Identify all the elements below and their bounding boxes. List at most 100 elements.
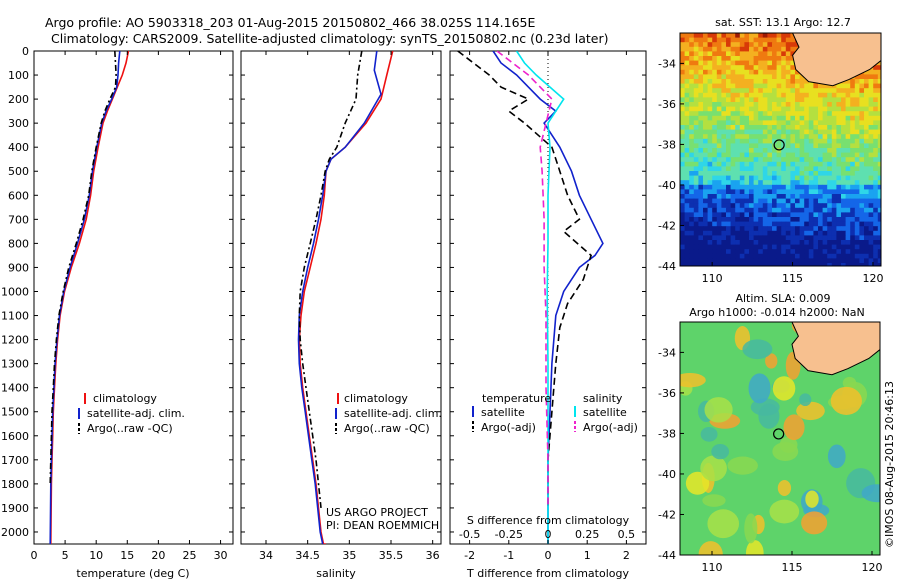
ytick-label: 1300 — [1, 358, 29, 371]
xtick-label: 34 — [259, 549, 273, 562]
ytick-label: 600 — [8, 189, 29, 202]
ytick-label: 700 — [8, 213, 29, 226]
xtick-top-label: 0 — [545, 528, 552, 541]
series-line-satellite — [49, 51, 121, 544]
xtick-label: 5 — [62, 549, 69, 562]
sst-map-field — [680, 33, 881, 266]
xtick-label: 25 — [182, 549, 196, 562]
ytick-label: 100 — [8, 69, 29, 82]
sla-map-panel: Altim. SLA: 0.009 Argo h1000: -0.014 h20… — [658, 292, 883, 574]
map-ytick-label: -38 — [658, 427, 676, 440]
sla-map-field — [680, 322, 880, 555]
ytick-label: 200 — [8, 93, 29, 106]
sst-map-panel: sat. SST: 13.1 Argo: 12.7 110 115 120 -34 -3… — [658, 16, 883, 285]
legend-label-t-satellite: satellite — [481, 406, 525, 419]
map-ytick-label: -34 — [658, 57, 676, 70]
map-ytick-label: -42 — [658, 508, 676, 521]
header-line1: Argo profile: AO 5903318_203 01-Aug-2015… — [45, 15, 535, 30]
header-line2: Climatology: CARS2009. Satellite-adjuste… — [51, 31, 608, 46]
xtick-top-label: 0.25 — [575, 528, 600, 541]
sla-map-title: Altim. SLA: 0.009 — [735, 292, 830, 305]
side-note: ©IMOS 08-Aug-2015 20:46:13 — [883, 381, 896, 548]
sst-map-title: sat. SST: 13.1 Argo: 12.7 — [715, 16, 851, 29]
legend-label-s-satellite: satellite — [583, 406, 627, 419]
legend-label-climatology: climatology — [344, 392, 408, 405]
xtick-label: 15 — [120, 549, 134, 562]
xtick-label: 35.5 — [379, 549, 404, 562]
salinity-legend: climatology satellite-adj. clim. Argo(..… — [335, 392, 442, 435]
legend-label-satellite: satellite-adj. clim. — [87, 407, 185, 420]
legend-title-salinity: salinity — [583, 392, 623, 405]
series-line-s_argo — [496, 51, 553, 508]
series-line-satellite — [297, 51, 382, 544]
xtick-top-label: 0.5 — [618, 528, 636, 541]
difference-xlabel-top: S difference from climatology — [467, 514, 630, 527]
argo-position-marker — [773, 139, 785, 151]
map-ytick-label: -36 — [658, 387, 676, 400]
ytick-label: 1200 — [1, 334, 29, 347]
temperature-axes-frame — [33, 50, 234, 545]
difference-panel: -2 -1 0 1 2 -0.5 -0.25 0 0.25 0.5 S difference fr… — [449, 50, 647, 580]
map-xtick-label: 110 — [702, 272, 723, 285]
credit-pi: PI: DEAN ROEMMICH — [326, 519, 439, 532]
xtick-label: -2 — [464, 549, 475, 562]
xtick-label: 1 — [584, 549, 591, 562]
xtick-label: 0 — [31, 549, 38, 562]
series-line-argo — [49, 51, 117, 484]
map-ytick-label: -38 — [658, 138, 676, 151]
ytick-label: 800 — [8, 237, 29, 250]
sla-map-subtitle: Argo h1000: -0.014 h2000: NaN — [689, 306, 865, 319]
ytick-label: 1900 — [1, 502, 29, 515]
ytick-label: 1400 — [1, 382, 29, 395]
xtick-label: 30 — [214, 549, 228, 562]
ytick-label: 300 — [8, 117, 29, 130]
series-line-argo — [298, 51, 363, 508]
xtick-label: 20 — [151, 549, 165, 562]
credit-project: US ARGO PROJECT — [326, 506, 428, 519]
ytick-label: 400 — [8, 141, 29, 154]
temperature-legend: climatology satellite-adj. clim. Argo(..… — [78, 392, 185, 435]
salinity-xlabel: salinity — [316, 567, 356, 580]
map-ytick-label: -42 — [658, 219, 676, 232]
map-ytick-label: -44 — [658, 549, 676, 562]
land-mass — [791, 322, 880, 376]
series-line-t_satellite — [492, 51, 604, 544]
ytick-label: 1000 — [1, 285, 29, 298]
map-ytick-label: -40 — [658, 179, 676, 192]
ytick-label: 2000 — [1, 526, 29, 539]
map-xtick-label: 110 — [702, 561, 723, 574]
map-ytick-label: -34 — [658, 346, 676, 359]
salinity-axes-frame — [240, 50, 442, 545]
ytick-label: 1800 — [1, 478, 29, 491]
xtick-top-label: -0.25 — [495, 528, 523, 541]
map-ytick-label: -40 — [658, 468, 676, 481]
difference-legend: temperature salinity satellite Argo(-adj… — [472, 392, 638, 434]
legend-label-t-argo: Argo(-adj) — [481, 421, 536, 434]
legend-label-climatology: climatology — [93, 392, 157, 405]
map-ytick-label: -44 — [658, 260, 676, 273]
ytick-label: 0 — [22, 45, 29, 58]
legend-label-argo: Argo(..raw -QC) — [87, 422, 173, 435]
land-mass — [792, 33, 881, 87]
xtick-label: 10 — [89, 549, 103, 562]
legend-title-temperature: temperature — [482, 392, 551, 405]
difference-xlabel: T difference from climatology — [466, 567, 629, 580]
series-line-t_argo — [457, 51, 593, 508]
legend-label-s-argo: Argo(-adj) — [583, 421, 638, 434]
ytick-label: 500 — [8, 165, 29, 178]
temperature-panel: 0 5 10 15 20 25 300100200300400500600700800900… — [1, 45, 234, 580]
xtick-label: 2 — [623, 549, 630, 562]
xtick-label: -1 — [503, 549, 514, 562]
xtick-label: 34.5 — [295, 549, 320, 562]
ytick-label: 1700 — [1, 454, 29, 467]
series-line-s_satellite — [515, 51, 565, 544]
ytick-label: 900 — [8, 261, 29, 274]
map-xtick-label: 120 — [862, 561, 883, 574]
ytick-label: 1600 — [1, 430, 29, 443]
temperature-xlabel: temperature (deg C) — [76, 567, 189, 580]
sst-map-frame — [679, 32, 882, 267]
argo-position-marker — [773, 428, 785, 440]
ytick-label: 1100 — [1, 310, 29, 323]
salinity-panel: 34 34.5 35 35.5 36 salinity climatology sate… — [240, 50, 442, 580]
legend-label-satellite: satellite-adj. clim. — [344, 407, 442, 420]
